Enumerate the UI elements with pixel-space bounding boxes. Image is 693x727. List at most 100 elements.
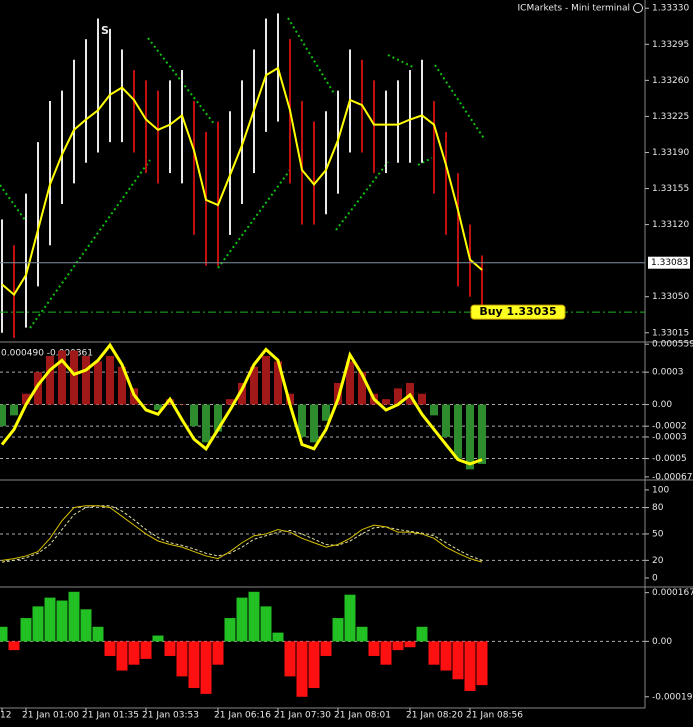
histogram-bar [94, 361, 102, 405]
histogram-bar [466, 404, 474, 470]
histogram-bar [248, 591, 260, 642]
histogram-bar [0, 626, 8, 642]
histogram-bar [332, 618, 344, 642]
histogram-bar [260, 606, 272, 642]
histogram-bar [476, 641, 488, 686]
histogram-bar [344, 594, 356, 642]
indicator-dots [147, 37, 216, 126]
histogram-bar [440, 641, 452, 671]
smiley-icon [633, 3, 643, 13]
histogram-bar [478, 404, 486, 464]
y-tick-label: 1.33190 [652, 148, 689, 158]
moving-average [1, 66, 483, 297]
histogram-bar [190, 404, 198, 427]
indicator-values: 0.000490 -0.000361 [1, 349, 93, 359]
histogram-bar [32, 606, 44, 642]
histogram-bar [20, 618, 32, 642]
histogram-bar [154, 404, 162, 410]
histogram-bar [346, 361, 354, 405]
histogram-bar [142, 404, 150, 406]
histogram-bar [0, 404, 6, 427]
histogram-bar [358, 372, 366, 405]
time-label: 21 Jan 08:20 [406, 711, 463, 721]
histogram-bar [284, 641, 296, 677]
histogram-bar [392, 641, 404, 651]
y-tick-label: -0.0005 [652, 454, 687, 464]
histogram-bar [46, 355, 54, 405]
indicator-dots [335, 161, 389, 231]
histogram-bar [418, 393, 426, 405]
histogram-bar [92, 626, 104, 642]
y-tick-label: 0.00 [652, 400, 672, 410]
histogram-bar [368, 641, 380, 656]
histogram-bar [202, 404, 210, 443]
signal-marker: S [101, 24, 109, 37]
order-label: Buy 1.33035 [479, 305, 556, 318]
histogram-bar [310, 404, 318, 443]
histogram-bar [152, 635, 164, 642]
time-label: 21 Jan 06:16 [214, 711, 271, 721]
histogram-bar [380, 641, 392, 665]
histogram-bar [296, 641, 308, 697]
y-tick-label: 1.33295 [652, 40, 689, 50]
time-label: 21 Jan 01:35 [82, 711, 139, 721]
histogram-bar [104, 641, 116, 656]
y-tick-label: 100 [652, 485, 669, 495]
y-tick-label: -0.0003 [652, 432, 687, 442]
histogram-bar [140, 641, 152, 659]
y-tick-label: 1.33330 [652, 4, 689, 14]
order-label-box [470, 304, 566, 320]
histogram-bar [298, 404, 306, 437]
histogram-bar [116, 641, 128, 671]
histogram-bar [224, 618, 236, 642]
histogram-bar [272, 632, 284, 642]
histogram-bar [452, 641, 464, 680]
y-tick-label: 20 [652, 556, 664, 566]
main-line [1, 505, 483, 563]
histogram-bar [22, 393, 30, 405]
histogram-bar [274, 361, 282, 405]
histogram-bar [226, 399, 234, 405]
histogram-bar [320, 641, 332, 656]
signal-line [1, 505, 483, 563]
histogram-bar [10, 404, 18, 416]
y-tick-label: -0.0002 [652, 422, 687, 432]
y-tick-label: 0.0003 [652, 368, 684, 378]
header-title: ICMarkets - Mini terminal [518, 4, 630, 14]
y-tick-label: 1.33155 [652, 184, 689, 194]
histogram-bar [236, 597, 248, 642]
histogram-bar [416, 626, 428, 642]
time-label: 21 Jan 08:01 [334, 711, 391, 721]
histogram-bar [128, 641, 140, 665]
histogram-bar [394, 388, 402, 405]
histogram-bar [464, 641, 476, 691]
histogram-bar [322, 404, 330, 421]
histogram-bar [454, 404, 462, 459]
histogram-bar [250, 366, 258, 405]
current-price-label: 1.33083 [651, 258, 688, 268]
time-label: 21 Jan 07:30 [274, 711, 331, 721]
time-label: 21 Jan 01:00 [22, 711, 79, 721]
indicator-dots [217, 169, 291, 269]
histogram-bar [82, 355, 90, 405]
indicator-dots [0, 184, 26, 221]
histogram-bar [178, 404, 186, 406]
histogram-bar [34, 372, 42, 405]
histogram-bar [68, 591, 80, 642]
y-tick-label: 1.33015 [652, 328, 689, 338]
indicator-dots [287, 17, 336, 96]
histogram-bar [238, 382, 246, 405]
y-tick-label: -0.00019 [652, 692, 693, 702]
histogram-bar [214, 404, 222, 432]
y-tick-label: 0.00 [652, 637, 672, 647]
histogram-bar [80, 609, 92, 642]
histogram-bar [70, 350, 78, 405]
current-price-box [648, 256, 690, 269]
histogram-bar [382, 399, 390, 405]
y-tick-label: 1.33225 [652, 112, 689, 122]
y-tick-label: 50 [652, 529, 664, 539]
y-tick-label: 0.000167 [652, 588, 693, 598]
y-tick-label: 1.33050 [652, 292, 689, 302]
time-label: 12 [0, 711, 11, 721]
